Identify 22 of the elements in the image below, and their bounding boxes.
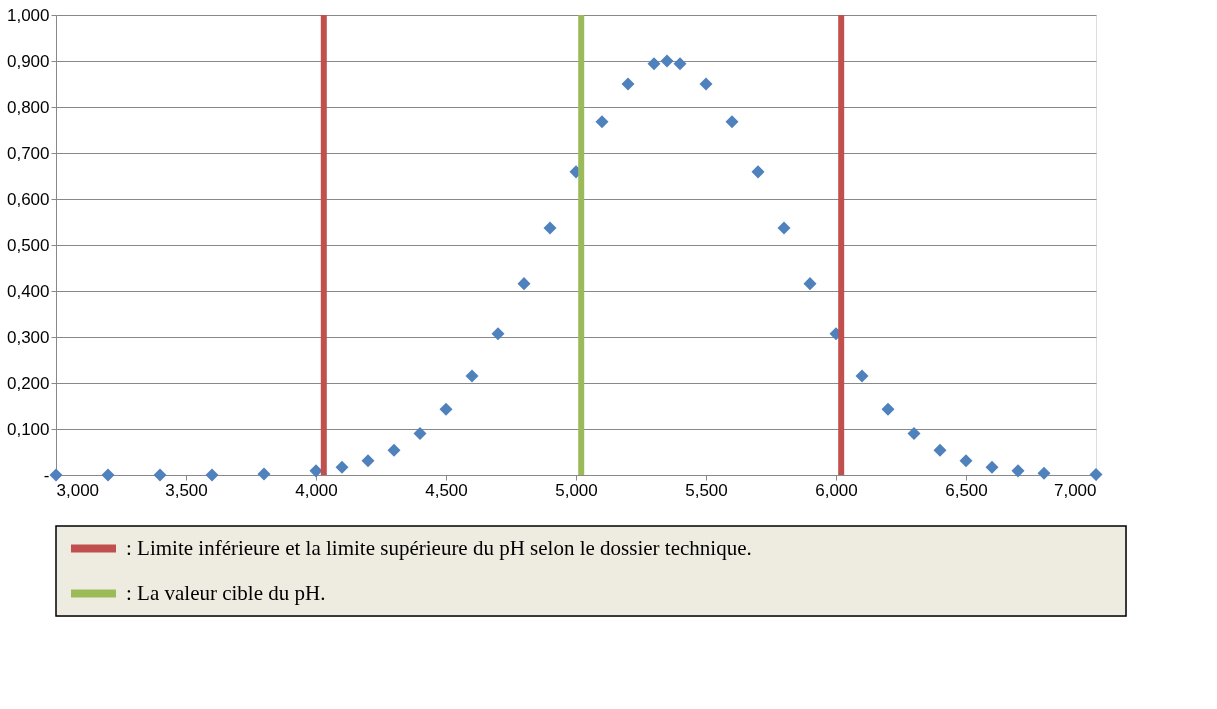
x-tick-label: 6,500 xyxy=(945,480,988,500)
y-tick-label: 0,400 xyxy=(6,281,50,301)
x-tick-label: 3,500 xyxy=(165,480,208,500)
y-tick-label: 0,900 xyxy=(6,51,50,71)
y-tick-label: 0,500 xyxy=(6,235,50,255)
y-tick-label: 1,000 xyxy=(6,5,50,25)
x-tick-label: 6,000 xyxy=(815,480,858,500)
x-tick-label: 4,000 xyxy=(295,480,338,500)
x-tick-label: 5,500 xyxy=(685,480,728,500)
y-tick-label: 0,100 xyxy=(6,419,50,439)
x-tick-label: 4,500 xyxy=(425,480,468,500)
y-tick-label: 0,700 xyxy=(6,143,50,163)
x-tick-label: 3,000 xyxy=(56,480,100,500)
y-tick-label: 0,200 xyxy=(6,373,50,393)
legend-label: : Limite inférieure et la limite supérieure du pH selon le dossier technique. xyxy=(126,535,752,560)
legend-label: : La valeur cible du pH. xyxy=(126,580,326,605)
y-tick-label: 0,600 xyxy=(6,189,50,209)
y-tick-label: - xyxy=(43,465,50,485)
x-tick-label: 5,000 xyxy=(555,480,598,500)
y-tick-label: 0,300 xyxy=(6,327,50,347)
x-tick-label: 7,000 xyxy=(1053,480,1097,500)
y-tick-label: 0,800 xyxy=(6,97,50,117)
